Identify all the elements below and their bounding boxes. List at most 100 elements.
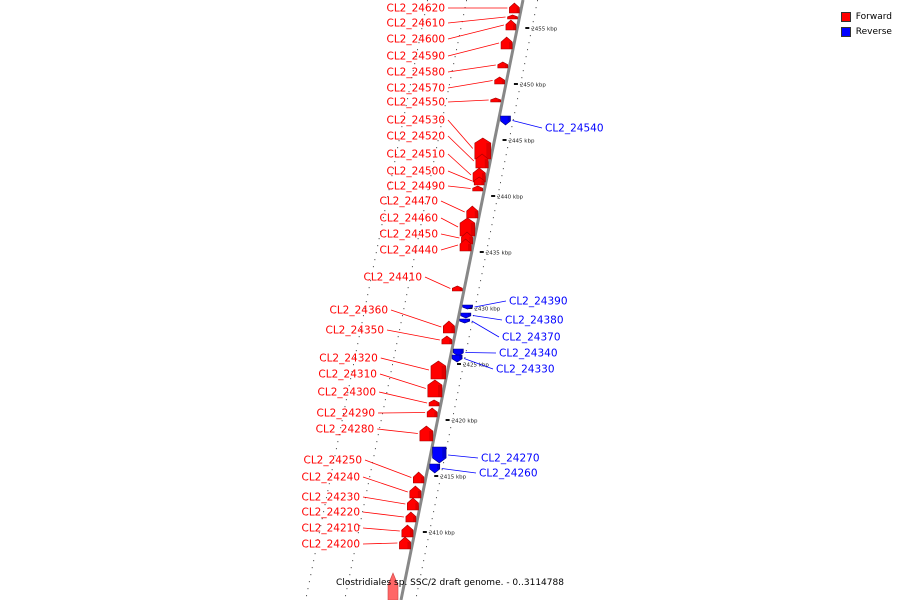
- guide-dot: [311, 567, 313, 569]
- guide-dot: [345, 399, 347, 401]
- gene-label-CL2_24590[interactable]: CL2_24590: [386, 51, 445, 63]
- gene-glyph-CL2_24340[interactable]: [453, 348, 464, 357]
- gene-glyph-CL2_24310[interactable]: [427, 379, 443, 398]
- gene-glyph-CL2_24240[interactable]: [409, 485, 422, 499]
- gene-label-CL2_24450[interactable]: CL2_24450: [379, 229, 438, 241]
- gene-glyph-CL2_24230[interactable]: [407, 497, 419, 511]
- gene-label-CL2_24390[interactable]: CL2_24390: [509, 296, 568, 308]
- gene-label-CL2_24490[interactable]: CL2_24490: [386, 181, 445, 193]
- gene-label-CL2_24380[interactable]: CL2_24380: [505, 315, 564, 327]
- gene-glyph-CL2_24410[interactable]: [452, 285, 463, 292]
- guide-dot: [467, 343, 469, 345]
- guide-dot: [374, 259, 376, 261]
- gene-label-CL2_24610[interactable]: CL2_24610: [386, 18, 445, 30]
- gene-label-CL2_24290[interactable]: CL2_24290: [316, 408, 375, 420]
- gene-label-CL2_24500[interactable]: CL2_24500: [386, 166, 445, 178]
- gene-label-CL2_24310[interactable]: CL2_24310: [318, 369, 377, 381]
- gene-glyph-CL2_24390[interactable]: [462, 304, 473, 310]
- gene-glyph-CL2_24570[interactable]: [494, 76, 505, 85]
- gene-label-CL2_24570[interactable]: CL2_24570: [386, 83, 445, 95]
- gene-label-CL2_24460[interactable]: CL2_24460: [379, 213, 438, 225]
- gene-glyph-CL2_24260[interactable]: [429, 463, 441, 474]
- gene-label-CL2_24220[interactable]: CL2_24220: [301, 507, 360, 519]
- guide-dot: [354, 357, 356, 359]
- gene-glyph-CL2_24580[interactable]: [497, 61, 509, 69]
- gene-label-CL2_24230[interactable]: CL2_24230: [301, 492, 360, 504]
- scale-ticks: 2455 kbp 2450 kbp 2445 kbp 2440 kbp 2435 kbp…: [422, 27, 558, 537]
- gene-glyph-CL2_24250[interactable]: [413, 471, 425, 484]
- guide-dot: [428, 532, 430, 534]
- leader-line: [362, 511, 404, 518]
- gene-label-CL2_24240[interactable]: CL2_24240: [301, 472, 360, 484]
- gene-glyph-CL2_24300[interactable]: [428, 399, 440, 407]
- gene-label-CL2_24600[interactable]: CL2_24600: [386, 34, 445, 46]
- guide-dot: [382, 413, 384, 415]
- gene-label-CL2_24320[interactable]: CL2_24320: [319, 353, 378, 365]
- gene-label-CL2_24440[interactable]: CL2_24440: [379, 245, 438, 257]
- guide-dot: [451, 70, 453, 72]
- gene-label-CL2_24470[interactable]: CL2_24470: [379, 196, 438, 208]
- guide-dot: [463, 14, 465, 16]
- gene-glyph-CL2_24590[interactable]: [500, 36, 513, 50]
- gene-glyph-CL2_24360[interactable]: [443, 320, 455, 334]
- gene-glyph-CL2_24280[interactable]: [419, 425, 434, 442]
- guide-dot: [376, 441, 378, 443]
- gene-glyph-CL2_24320[interactable]: [430, 360, 447, 380]
- gene-glyph-CL2_24540[interactable]: [500, 115, 511, 126]
- gene-label-CL2_24330[interactable]: CL2_24330: [496, 364, 555, 376]
- gene-glyph-CL2_24350[interactable]: [441, 335, 453, 345]
- guide-dot: [422, 21, 424, 23]
- gene-glyph-CL2_24600[interactable]: [505, 19, 517, 31]
- gene-glyph-CL2_24610[interactable]: [507, 14, 518, 20]
- gene-glyph-CL2_24460[interactable]: [459, 217, 476, 237]
- gene-label-CL2_24510[interactable]: CL2_24510: [386, 149, 445, 161]
- gene-label-CL2_24520[interactable]: CL2_24520: [386, 131, 445, 143]
- guide-dot: [338, 434, 340, 436]
- gene-label-CL2_24280[interactable]: CL2_24280: [316, 424, 375, 436]
- guide-dot: [527, 49, 529, 51]
- gene-shade: [469, 305, 473, 308]
- gene-glyph-CL2_24500[interactable]: [473, 176, 485, 186]
- gene-label-CL2_24200[interactable]: CL2_24200: [301, 539, 360, 551]
- gene-label-CL2_24210[interactable]: CL2_24210: [301, 523, 360, 535]
- gene-glyph-CL2_24210[interactable]: [401, 524, 414, 538]
- gene-label-CL2_24580[interactable]: CL2_24580: [386, 67, 445, 79]
- gene-label-CL2_24300[interactable]: CL2_24300: [318, 387, 377, 399]
- gene-glyph-CL2_24550[interactable]: [490, 97, 501, 103]
- tick-mark: [479, 251, 484, 253]
- gene-label-CL2_24550[interactable]: CL2_24550: [386, 97, 445, 109]
- leader-line: [447, 16, 506, 24]
- gene-glyph-CL2_24200[interactable]: [399, 536, 411, 550]
- guide-dot: [460, 378, 462, 380]
- gene-label-CL2_24370[interactable]: CL2_24370: [502, 332, 561, 344]
- gene-label-CL2_24340[interactable]: CL2_24340: [499, 348, 558, 360]
- gene-label-CL2_24260[interactable]: CL2_24260: [479, 468, 538, 480]
- gene-label-CL2_24530[interactable]: CL2_24530: [386, 115, 445, 127]
- gene-label-CL2_24350[interactable]: CL2_24350: [325, 325, 384, 337]
- gene-glyph-CL2_24440[interactable]: [459, 238, 472, 252]
- guide-dot: [433, 161, 435, 163]
- gene-label-CL2_24620[interactable]: CL2_24620: [386, 3, 445, 15]
- guide-dot: [462, 364, 464, 366]
- gene-label-CL2_24410[interactable]: CL2_24410: [363, 272, 422, 284]
- gene-glyph-CL2_24220[interactable]: [405, 511, 417, 523]
- gene-glyph-CL2_24290[interactable]: [426, 407, 438, 418]
- gene-glyph-CL2_24380[interactable]: [460, 312, 472, 319]
- gene-glyph-CL2_24520[interactable]: [475, 153, 489, 169]
- gene-glyph-CL2_24490[interactable]: [472, 185, 483, 192]
- gene-glyph-CL2_24470[interactable]: [466, 205, 479, 219]
- gene-shade: [451, 326, 455, 333]
- gene-label-CL2_24540[interactable]: CL2_24540: [545, 123, 604, 135]
- gene-label-CL2_24360[interactable]: CL2_24360: [329, 305, 388, 317]
- gene-shade: [417, 491, 421, 498]
- gene-shade: [436, 402, 440, 406]
- gene-label-CL2_24270[interactable]: CL2_24270: [481, 453, 540, 465]
- gene-glyph-CL2_24370[interactable]: [459, 318, 471, 324]
- gene-label-CL2_24250[interactable]: CL2_24250: [303, 455, 362, 467]
- gene-glyph-CL2_24620[interactable]: [509, 2, 520, 14]
- gene-shade: [479, 188, 483, 191]
- gene-glyph-CL2_24270[interactable]: [432, 446, 447, 464]
- gene-glyph-CL2_24330[interactable]: [451, 354, 463, 363]
- guide-dot: [341, 420, 343, 422]
- guide-dot: [324, 504, 326, 506]
